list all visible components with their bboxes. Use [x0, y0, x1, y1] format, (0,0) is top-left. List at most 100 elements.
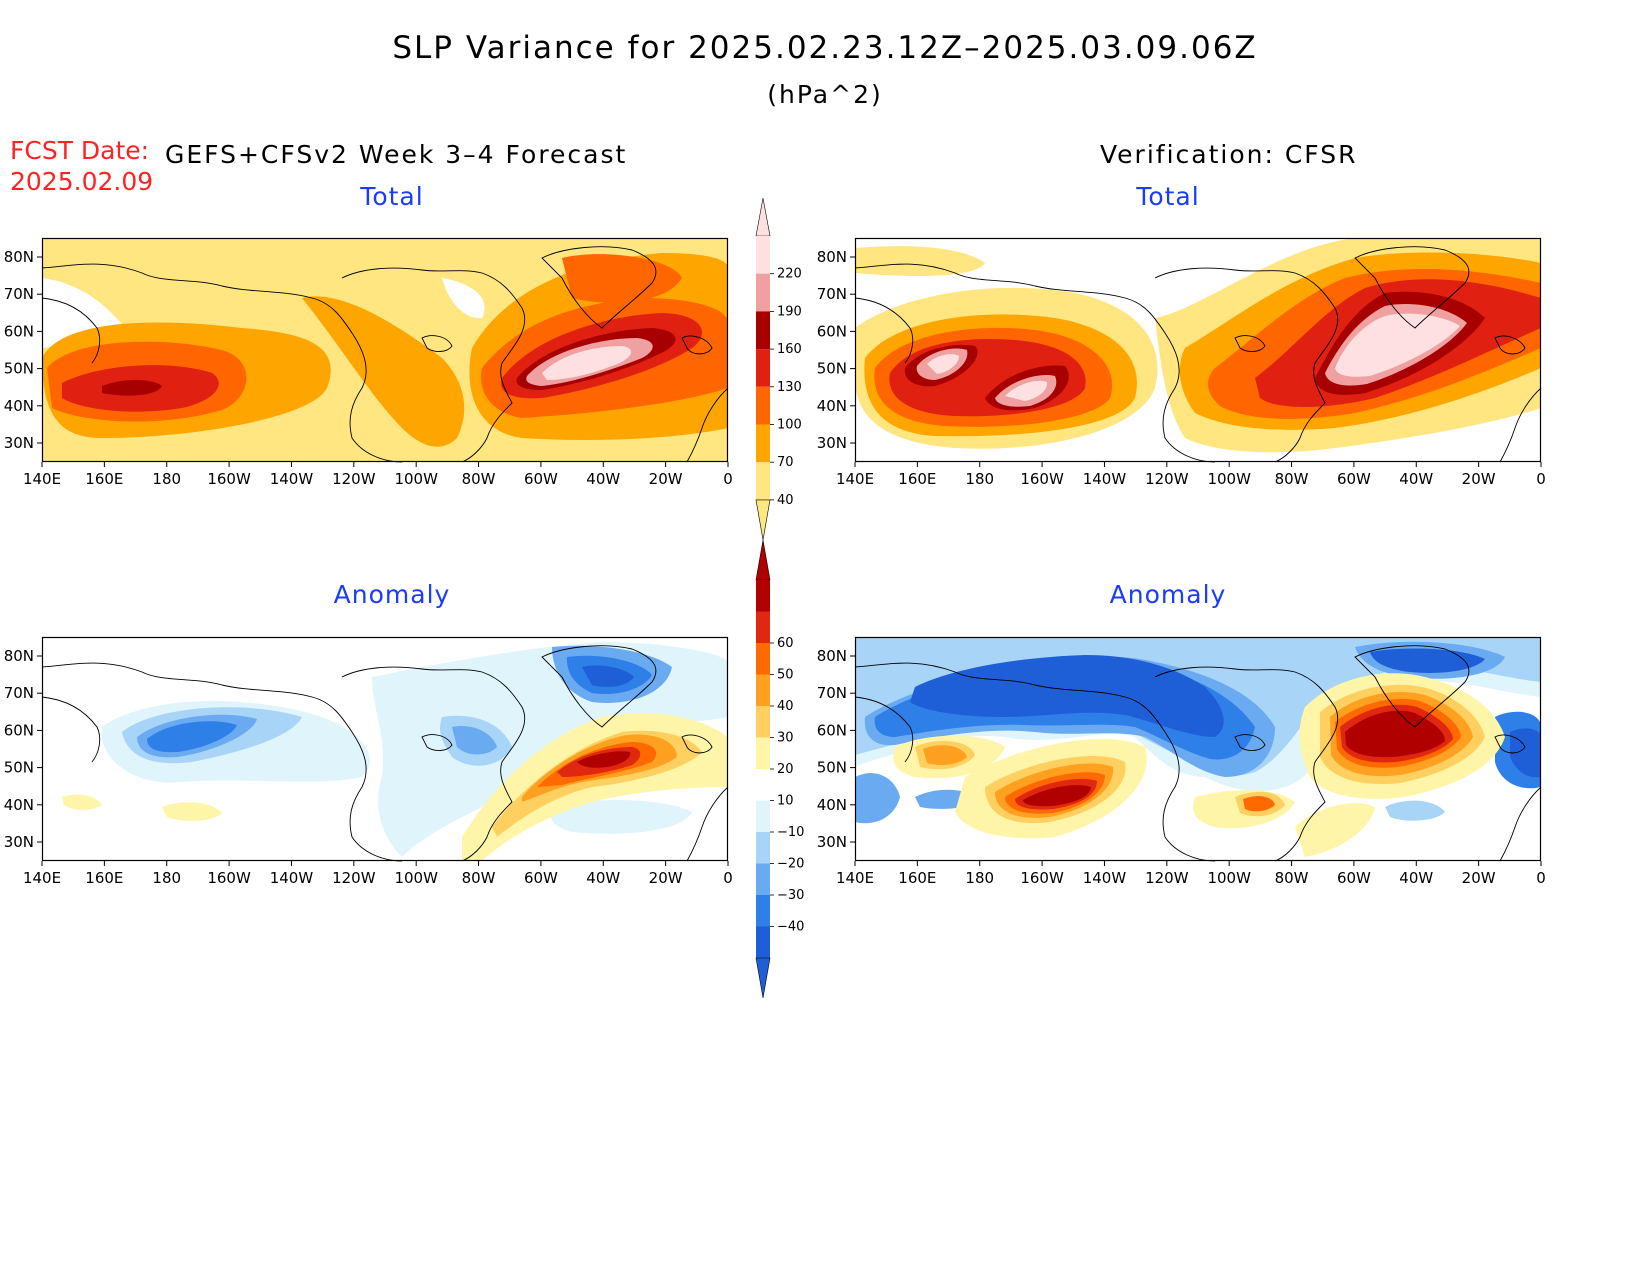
forecast-column-title: GEFS+CFSv2 Week 3–4 Forecast: [165, 140, 628, 169]
lon-tick-label: 80W: [1275, 470, 1309, 488]
lat-tick-label: 40N: [817, 397, 847, 415]
lon-tick-label: 180: [152, 869, 181, 887]
lat-tick-label: 70N: [4, 285, 34, 303]
lat-tick-label: 60N: [817, 322, 847, 340]
verification-column-title: Verification: CFSR: [1100, 140, 1358, 169]
lat-tick-label: 40N: [4, 397, 34, 415]
colorbar-segment: [756, 311, 770, 350]
colorbar-label: −20: [777, 857, 804, 872]
axis-ticks: 140E 160E 180 160W 140W 120W 100W 80W 60W 40W 20W 0…: [817, 248, 1546, 488]
lat-tick-label: 60N: [4, 721, 34, 739]
lon-tick-label: 60W: [1337, 470, 1371, 488]
colorbar-top-arrow: [755, 197, 771, 237]
lon-tick-label: 140W: [270, 869, 314, 887]
lon-tick-label: 20W: [1462, 869, 1496, 887]
lat-tick-label: 50N: [4, 759, 34, 777]
lon-tick-label: 160W: [1020, 869, 1064, 887]
colorbar-segment: [756, 236, 770, 274]
lon-tick-label: 80W: [462, 470, 496, 488]
lat-tick-label: 70N: [817, 285, 847, 303]
lon-tick-label: 120W: [332, 470, 376, 488]
lat-tick-label: 40N: [817, 796, 847, 814]
map-verification-anomaly: 140E 160E 180 160W 140W 120W 100W 80W 60W 40W 20W 0…: [817, 636, 1546, 887]
lon-tick-label: 160W: [1020, 470, 1064, 488]
colorbar-bottom-arrow: [755, 499, 771, 540]
colorbar-segment: [756, 895, 770, 927]
colorbar-segment: [756, 832, 770, 864]
lon-tick-label: 140W: [1083, 869, 1127, 887]
colorbar-bottom-arrow: [755, 957, 771, 999]
forecast-date-value: 2025.02.09: [10, 167, 154, 196]
colorbar-label: 10: [777, 794, 794, 809]
colorbar-segment: [756, 863, 770, 895]
colorbar-segment: [756, 674, 770, 706]
lat-tick-label: 80N: [4, 248, 34, 266]
lon-tick-label: 80W: [462, 869, 496, 887]
colorbar-label: 220: [777, 267, 802, 282]
lon-tick-label: 20W: [649, 869, 683, 887]
lon-tick-label: 120W: [1145, 869, 1189, 887]
lon-tick-label: 180: [965, 869, 994, 887]
colorbar-segment: [756, 769, 770, 801]
map-forecast-total: 140E 160E 180 160W 140W 120W 100W 80W 60W 40W 20W 0…: [4, 237, 733, 488]
lon-tick-label: 140W: [270, 470, 314, 488]
lon-tick-label: 0: [723, 869, 733, 887]
lon-tick-label: 40W: [1399, 470, 1433, 488]
lon-tick-label: 20W: [649, 470, 683, 488]
colorbar-total: 40 70 100 130 160 190 220: [755, 197, 802, 540]
colorbar-top-arrow: [755, 539, 771, 581]
colorbar-label: 40: [777, 493, 794, 508]
lon-tick-label: 120W: [332, 869, 376, 887]
colorbar-label: −40: [777, 920, 804, 935]
colorbar-segment: [756, 580, 770, 612]
colorbar-segment: [756, 926, 770, 958]
forecast-date-label: FCST Date:: [10, 136, 150, 165]
lon-tick-label: 0: [1536, 869, 1546, 887]
colorbar-segment: [756, 611, 770, 643]
shading: [42, 637, 728, 861]
lon-tick-label: 100W: [1207, 470, 1251, 488]
coastlines: [41, 645, 729, 862]
coastlines: [854, 645, 1542, 862]
lon-tick-label: 60W: [524, 470, 558, 488]
map-verification-total: 140E 160E 180 160W 140W 120W 100W 80W 60W 40W 20W 0…: [817, 237, 1546, 488]
lon-tick-label: 140E: [836, 470, 874, 488]
coastlines: [41, 246, 729, 463]
lon-tick-label: 140W: [1083, 470, 1127, 488]
colorbar-segment: [756, 462, 770, 500]
lon-tick-label: 80W: [1275, 869, 1309, 887]
coastlines: [854, 246, 1542, 463]
lon-tick-label: 40W: [586, 470, 620, 488]
map-forecast-anomaly: 140E 160E 180 160W 140W 120W 100W 80W 60W 40W 20W 0…: [4, 636, 733, 887]
lon-tick-label: 160W: [207, 470, 251, 488]
colorbar-label: 20: [777, 762, 794, 777]
colorbar-label: −30: [777, 888, 804, 903]
lat-tick-label: 30N: [4, 434, 34, 452]
lon-tick-label: 20W: [1462, 470, 1496, 488]
colorbar-label: 100: [777, 418, 802, 433]
colorbar-segment: [756, 273, 770, 312]
lat-tick-label: 30N: [4, 833, 34, 851]
colorbar-label: 40: [777, 699, 794, 714]
colorbar-anomaly: −40 −30 −20 −10 10 20 30 40 50 60: [755, 539, 804, 999]
lon-tick-label: 120W: [1145, 470, 1189, 488]
lon-tick-label: 140E: [23, 470, 61, 488]
panel-title-verification-total: Total: [1136, 182, 1200, 211]
figure-title: SLP Variance for 2025.02.23.12Z–2025.03.…: [392, 30, 1258, 66]
lat-tick-label: 80N: [817, 248, 847, 266]
lon-tick-label: 160E: [898, 470, 936, 488]
lon-tick-label: 160E: [85, 869, 123, 887]
colorbar-segment: [756, 800, 770, 832]
lon-tick-label: 40W: [1399, 869, 1433, 887]
axis-ticks: 140E 160E 180 160W 140W 120W 100W 80W 60W 40W 20W 0…: [4, 647, 733, 887]
panel-title-verification-anomaly: Anomaly: [1109, 580, 1227, 609]
lon-tick-label: 100W: [394, 470, 438, 488]
lon-tick-label: 140E: [23, 869, 61, 887]
lon-tick-label: 60W: [1337, 869, 1371, 887]
lon-tick-label: 160E: [85, 470, 123, 488]
colorbar-label: 130: [777, 380, 802, 395]
lat-tick-label: 40N: [4, 796, 34, 814]
colorbar-segment: [756, 349, 770, 387]
colorbar-label: 30: [777, 731, 794, 746]
lon-tick-label: 0: [723, 470, 733, 488]
